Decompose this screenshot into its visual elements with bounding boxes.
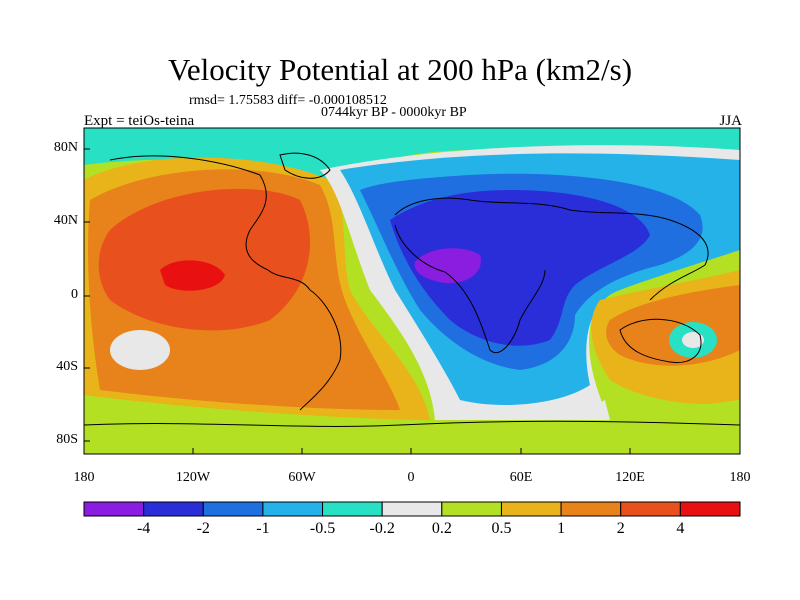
lat-label-40s: 40S (56, 359, 78, 374)
colorbar-label: -1 (256, 520, 270, 537)
lon-label-120w: 120W (175, 470, 211, 485)
south-neutral-strip (440, 400, 610, 420)
colorbar-label: 2 (616, 520, 625, 537)
east-negative-max (414, 248, 481, 284)
colorbar-swatch-4 (322, 501, 383, 517)
lon-label-120e: 120E (615, 470, 645, 485)
colorbar-swatch-0 (83, 501, 145, 517)
colorbar-swatch-5 (381, 501, 443, 517)
coastlines (84, 152, 740, 427)
colorbar (83, 501, 741, 517)
colorbar-swatch-10 (679, 501, 741, 517)
colorbar-label: 4 (676, 520, 685, 537)
lat-label-40n: 40N (53, 213, 78, 228)
north-negative-band (84, 128, 740, 190)
lon-label-180e: 180 (729, 470, 751, 485)
season-label: JJA (719, 113, 742, 129)
colorbar-label: 1 (557, 520, 566, 537)
lon-label-60w: 60W (288, 470, 316, 485)
colorbar-label: -2 (196, 520, 210, 537)
lon-label-60e: 60E (509, 470, 533, 485)
axis-ticks (83, 148, 741, 454)
map-frame (83, 127, 741, 455)
west-positive-max (160, 260, 225, 291)
lat-label-0: 0 (71, 287, 78, 302)
colorbar-swatch-1 (143, 501, 204, 517)
east-negative-core (390, 190, 650, 346)
stats-subtitle: rmsd= 1.75583 diff= -0.000108512 (189, 93, 387, 108)
contour-field (84, 128, 740, 454)
period-subtitle: 0744kyr BP - 0000kyr BP (321, 105, 467, 120)
colorbar-swatch-7 (500, 501, 562, 517)
colorbar-swatch-3 (262, 501, 324, 517)
lat-label-80n: 80N (53, 140, 78, 155)
colorbar-label: -4 (136, 520, 151, 537)
colorbar-label: -0.2 (369, 520, 395, 537)
colorbar-swatch-6 (441, 501, 502, 517)
experiment-label: Expt = teiOs-teina (84, 113, 195, 129)
colorbar-swatch-9 (620, 501, 681, 517)
west-positive-core (98, 188, 310, 331)
south-pacific-neutral (110, 330, 170, 370)
colorbar-label: 0.5 (491, 520, 512, 537)
colorbar-label: -0.5 (309, 520, 336, 537)
australia-neutral-spot (682, 332, 704, 348)
colorbar-swatch-2 (202, 501, 264, 517)
lat-label-80s: 80S (56, 432, 78, 447)
lon-label-180w: 180 (73, 470, 95, 485)
plot-title: Velocity Potential at 200 hPa (km2/s) (167, 52, 633, 87)
lon-label-0: 0 (407, 470, 415, 485)
colorbar-label: 0.2 (431, 520, 452, 537)
colorbar-swatch-8 (560, 501, 622, 517)
